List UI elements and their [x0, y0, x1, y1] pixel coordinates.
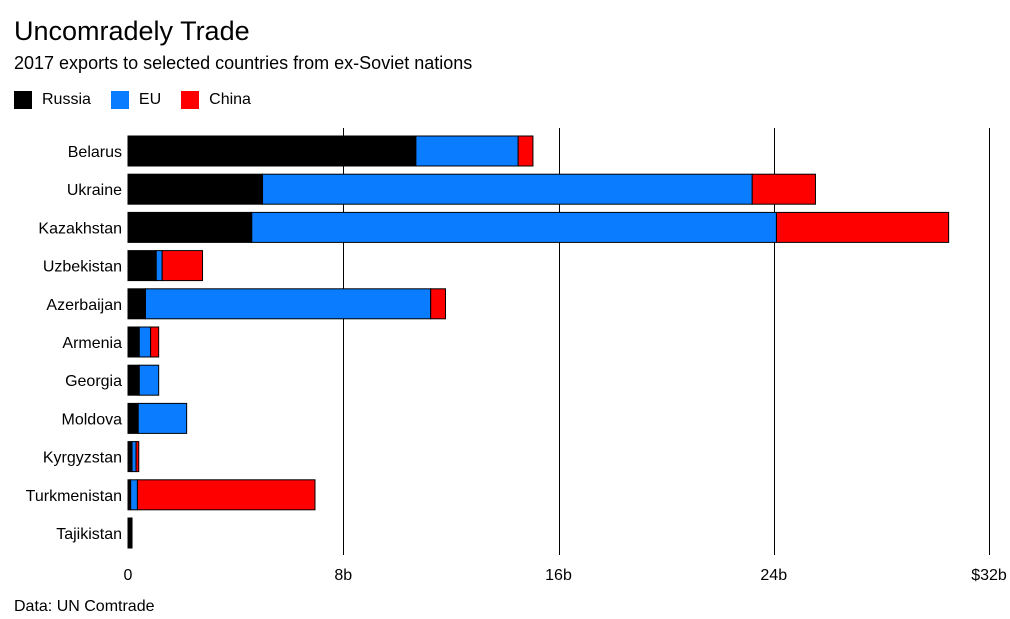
bar-ukraine-china: [751, 173, 816, 205]
bar-belarus-russia: [127, 135, 417, 167]
bar-uzbekistan-russia: [127, 250, 157, 282]
category-label-azerbaijan: Azerbaijan: [46, 297, 122, 314]
legend-label-eu: EU: [138, 91, 162, 108]
chart-title: Uncomradely Trade: [14, 16, 250, 46]
bar-armenia-russia: [127, 326, 140, 358]
bar-belarus-eu: [415, 135, 519, 167]
bar-azerbaijan-china: [430, 288, 446, 320]
category-label-kyrgyzstan: Kyrgyzstan: [43, 450, 122, 467]
category-label-belarus: Belarus: [68, 144, 122, 161]
bar-kazakhstan-china: [775, 211, 950, 243]
bar-ukraine-eu: [262, 173, 753, 205]
category-label-tajikistan: Tajikistan: [56, 526, 122, 543]
category-label-ukraine: Ukraine: [67, 182, 122, 199]
chart-subtitle: 2017 exports to selected countries from …: [14, 53, 473, 73]
category-label-turkmenistan: Turkmenistan: [26, 488, 122, 505]
category-label-armenia: Armenia: [62, 335, 122, 352]
bar-kyrgyzstan-russia: [127, 441, 133, 473]
legend-swatch-russia: [14, 91, 32, 109]
bar-armenia-eu: [138, 326, 152, 358]
bar-kyrgyzstan-china: [135, 441, 140, 473]
category-label-moldova: Moldova: [62, 411, 123, 428]
bar-uzbekistan-eu: [155, 250, 163, 282]
x-tick-label: $32b: [971, 567, 1007, 584]
bar-belarus-china: [517, 135, 534, 167]
legend-item-china: China: [181, 89, 251, 111]
legend: Russia EU China: [14, 89, 271, 111]
bar-georgia-russia: [127, 364, 140, 396]
bar-armenia-china: [150, 326, 160, 358]
category-label-uzbekistan: Uzbekistan: [43, 259, 122, 276]
bar-moldova-russia: [127, 402, 139, 434]
x-tick-label: 16b: [545, 567, 572, 584]
category-label-georgia: Georgia: [65, 373, 122, 390]
legend-label-china: China: [209, 91, 251, 108]
bar-georgia-eu: [138, 364, 160, 396]
legend-label-russia: Russia: [42, 91, 91, 108]
source-note: Data: UN Comtrade: [14, 598, 155, 615]
x-tick-label: 0: [124, 567, 133, 584]
legend-swatch-eu: [110, 91, 129, 109]
bar-ukraine-russia: [127, 173, 264, 205]
bar-kyrgyzstan-eu: [131, 441, 137, 473]
bar-uzbekistan-china: [161, 250, 204, 282]
bar-moldova-eu: [137, 402, 188, 434]
legend-item-eu: EU: [110, 89, 162, 111]
x-tick-label: 24b: [760, 567, 787, 584]
bar-turkmenistan-china: [136, 479, 316, 511]
bar-kazakhstan-eu: [251, 211, 777, 243]
bar-azerbaijan-eu: [144, 288, 432, 320]
bar-turkmenistan-eu: [130, 479, 138, 511]
bar-azerbaijan-russia: [127, 288, 146, 320]
bar-tajikistan-russia: [127, 517, 133, 549]
x-tick-label: 8b: [334, 567, 352, 584]
category-label-kazakhstan: Kazakhstan: [38, 220, 122, 237]
legend-swatch-china: [181, 91, 200, 109]
legend-item-russia: Russia: [14, 89, 91, 111]
bar-kazakhstan-russia: [127, 211, 253, 243]
